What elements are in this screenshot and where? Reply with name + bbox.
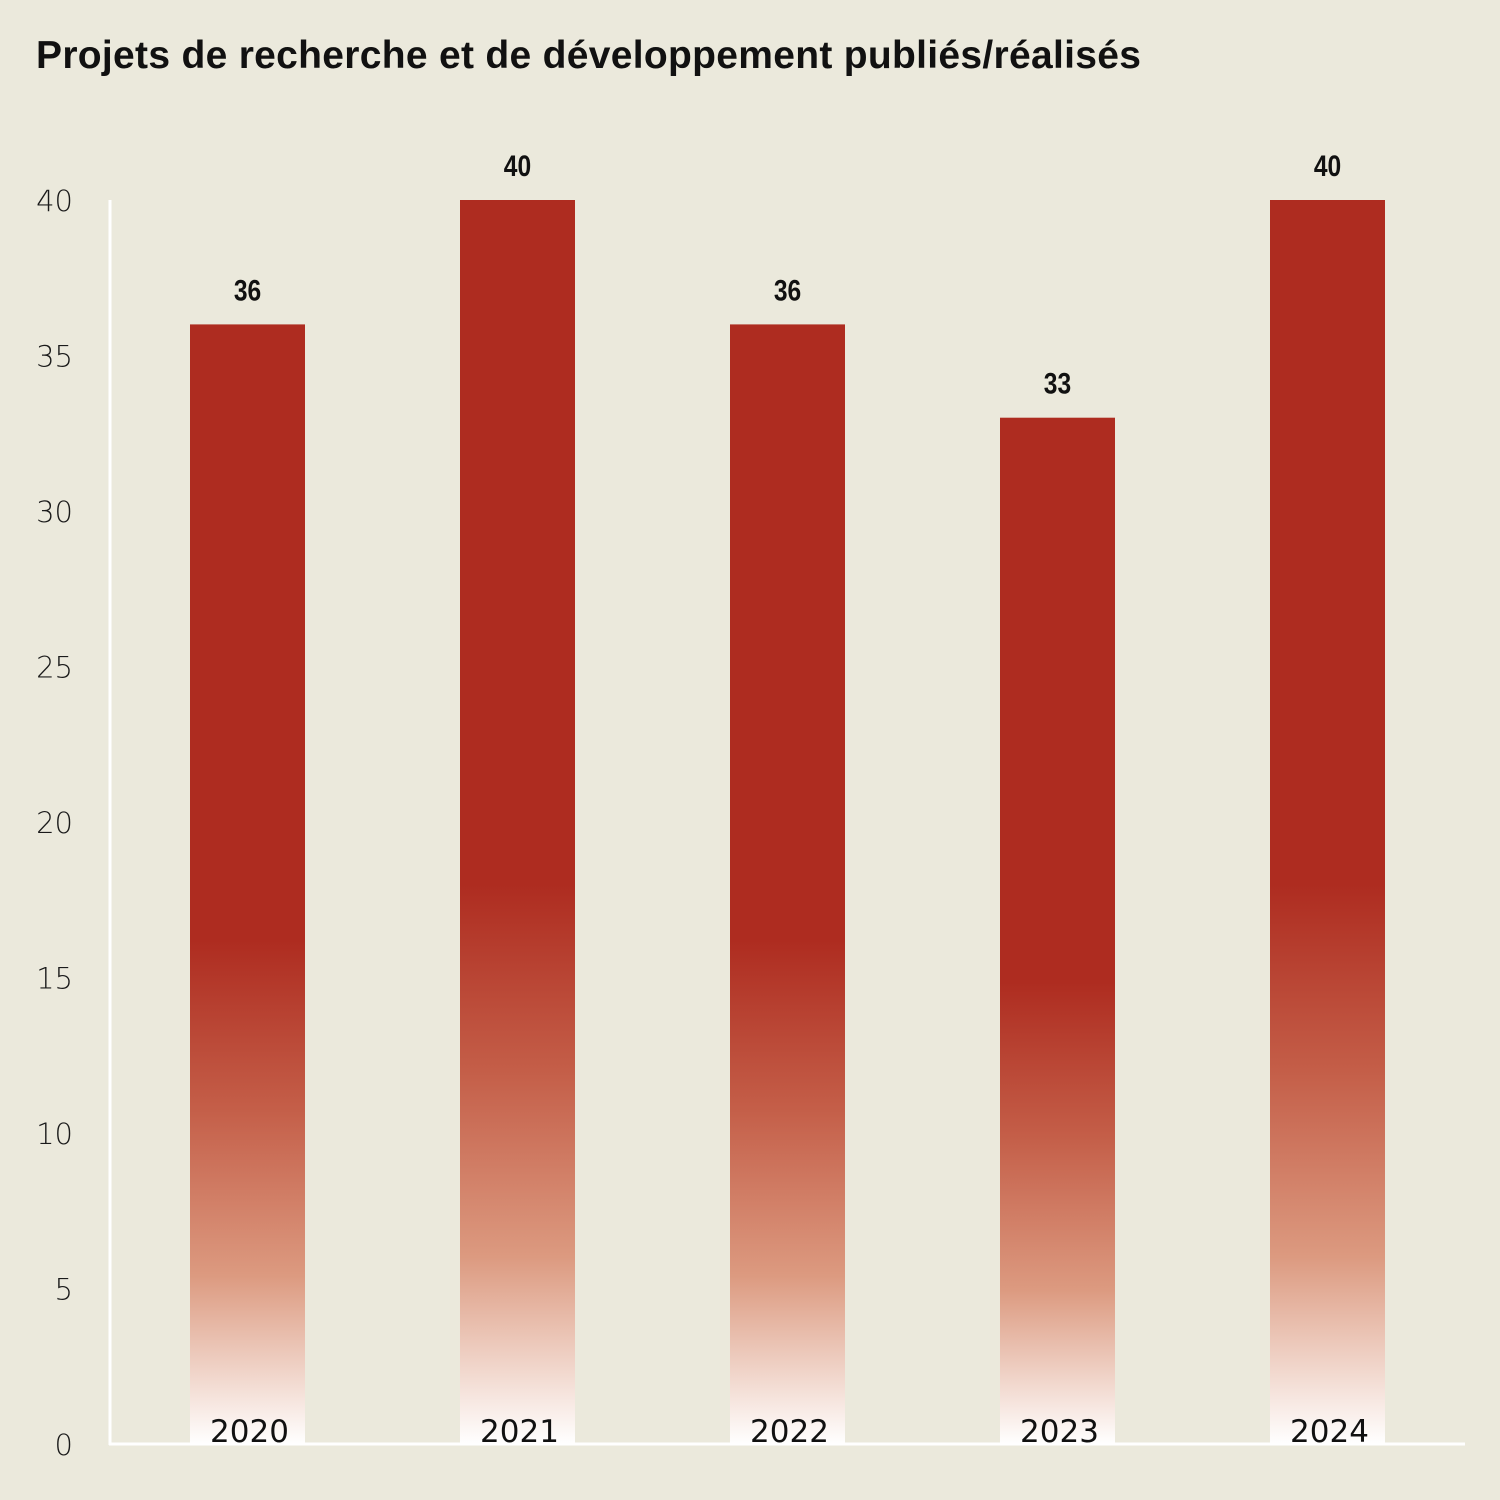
y-tick-label: 20: [36, 806, 73, 840]
y-tick-label: 5: [55, 1273, 73, 1307]
chart-title: Projets de recherche et de développement…: [36, 34, 1142, 77]
data-label: 40: [504, 149, 531, 183]
data-label: 36: [234, 273, 261, 307]
y-tick-label: 40: [36, 184, 73, 218]
bar-2021: [460, 200, 575, 1444]
y-tick-label: 15: [36, 962, 73, 996]
y-tick-label: 35: [36, 340, 73, 374]
y-tick-label: 30: [36, 495, 73, 529]
data-label: 36: [774, 273, 801, 307]
data-label: 40: [1314, 149, 1341, 183]
y-tick-label: 0: [55, 1428, 73, 1462]
y-tick-label: 25: [36, 651, 73, 685]
y-tick-label: 10: [36, 1117, 73, 1151]
bar-2023: [1000, 417, 1115, 1445]
bar-2022: [730, 324, 845, 1444]
data-label: 33: [1044, 366, 1071, 400]
bar-2024: [1270, 200, 1385, 1444]
bar-2020: [190, 324, 305, 1444]
